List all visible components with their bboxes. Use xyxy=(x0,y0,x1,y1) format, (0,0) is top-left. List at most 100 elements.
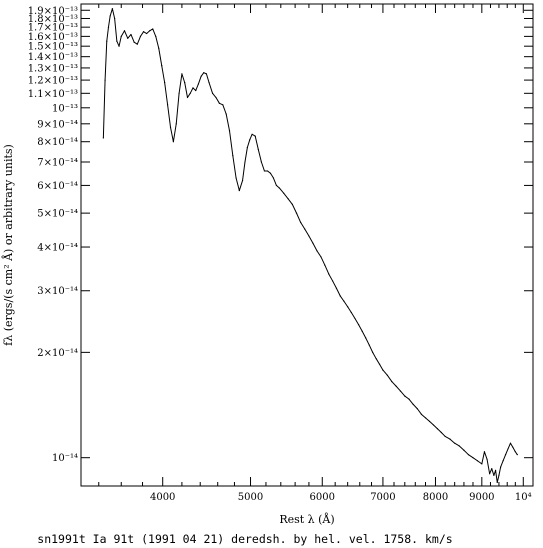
spectrum-point xyxy=(254,135,256,137)
spectrum-point xyxy=(507,448,509,450)
spectrum-point xyxy=(164,82,166,84)
spectrum-point xyxy=(158,47,160,49)
spectrum-point xyxy=(169,126,172,128)
spectrum-point xyxy=(514,451,516,453)
spectrum-point xyxy=(109,15,111,17)
spectrum-point xyxy=(225,113,227,115)
spectrum-point xyxy=(104,79,106,81)
spectrum-point xyxy=(146,32,148,35)
spectrum-point xyxy=(324,264,326,266)
spectrum-point xyxy=(283,192,285,194)
x-tick-label: 8000 xyxy=(423,492,448,503)
spectrum-point xyxy=(350,311,352,314)
spectrum-point xyxy=(116,40,118,42)
spectrum-point xyxy=(320,256,322,258)
spectrum-point xyxy=(203,72,205,74)
spectrum-point xyxy=(486,458,488,460)
spectrum-point xyxy=(184,82,186,84)
spectrum-point xyxy=(260,161,262,163)
spectrum-point xyxy=(498,474,500,476)
y-tick-label: 1.8×10⁻¹³ xyxy=(28,14,78,25)
spectrum-point xyxy=(493,474,495,476)
spectrum-point xyxy=(357,324,360,326)
spectrum-point xyxy=(251,133,253,135)
x-tick-label: 5000 xyxy=(238,492,263,503)
spectrum-point xyxy=(316,250,318,252)
y-tick-label: 8×10⁻¹⁴ xyxy=(37,137,78,148)
spectrum-point xyxy=(142,31,145,33)
y-axis-ticks: 1.9×10⁻¹³1.8×10⁻¹³1.7×10⁻¹³1.6×10⁻¹³1.5×… xyxy=(28,6,533,464)
y-tick-label: 7×10⁻¹⁴ xyxy=(37,157,78,168)
spectrum-point xyxy=(172,141,174,143)
spectrum-point xyxy=(404,395,406,397)
spectrum-point xyxy=(106,40,108,42)
y-tick-label: 1.9×10⁻¹³ xyxy=(28,6,78,17)
spectrum-point xyxy=(161,65,163,67)
spectrum-point xyxy=(395,385,397,387)
spectrum-point xyxy=(278,187,280,189)
spectrum-point xyxy=(476,460,479,462)
x-tick-label: 9000 xyxy=(469,492,494,503)
spectrum-point xyxy=(308,235,310,237)
spectrum-point xyxy=(444,435,446,438)
y-tick-label: 4×10⁻¹⁴ xyxy=(37,243,78,254)
spectrum-point xyxy=(228,130,231,132)
spectrum-point xyxy=(263,170,266,172)
y-tick-label: 1.1×10⁻¹³ xyxy=(28,89,78,100)
spectrum-point xyxy=(114,17,116,20)
spectrum-point xyxy=(375,357,377,360)
spectrum-point xyxy=(386,374,388,376)
spectrum-point xyxy=(195,89,197,92)
spectrum-point xyxy=(111,8,114,10)
plot-frame xyxy=(80,3,534,487)
spectrum-point xyxy=(139,35,142,37)
spectrum-point xyxy=(500,466,502,468)
spectrum-point xyxy=(181,73,183,75)
x-axis-label: Rest λ (Å) xyxy=(279,512,334,526)
spectrum-point xyxy=(192,87,194,89)
spectrum-point xyxy=(481,463,483,465)
spectrum-point xyxy=(420,413,423,415)
spectrum-point xyxy=(246,146,248,149)
spectrum-point xyxy=(458,445,460,447)
spectrum-point xyxy=(408,398,410,400)
spectrum-point xyxy=(332,280,334,282)
spectrum-point xyxy=(186,96,189,99)
y-tick-label: 10⁻¹³ xyxy=(52,103,78,114)
y-tick-label: 1.3×10⁻¹³ xyxy=(28,63,78,74)
spectrum-point xyxy=(266,170,269,172)
spectrum-point xyxy=(178,92,180,94)
spectrum-point xyxy=(218,102,221,104)
spectrum-point xyxy=(244,161,246,163)
spectrum-point xyxy=(238,189,240,192)
chart-caption: sn1991t Ia 91t (1991 04 21) deredsh. by … xyxy=(37,532,452,546)
spectrum-point xyxy=(432,424,435,426)
x-tick-label: 10⁴ xyxy=(515,492,532,503)
spectrum-point xyxy=(208,82,210,84)
spectrum-point xyxy=(291,203,293,205)
spectrum-point xyxy=(102,137,104,139)
spectrum-point xyxy=(494,469,497,471)
y-tick-label: 2×10⁻¹⁴ xyxy=(37,348,78,359)
spectrum-point xyxy=(120,35,122,37)
spectrum-point xyxy=(287,198,289,200)
spectrum-point xyxy=(449,438,451,440)
spectrum-point xyxy=(152,28,154,30)
spectrum-point xyxy=(107,26,110,28)
spectrum-point xyxy=(509,442,512,444)
spectrum-point xyxy=(295,212,298,214)
y-tick-label: 1.4×10⁻¹³ xyxy=(28,52,78,63)
spectrum-point xyxy=(232,155,234,157)
spectrum-point xyxy=(496,481,498,483)
spectrum-point xyxy=(205,73,208,75)
spectrum-point xyxy=(372,351,374,353)
spectrum-point xyxy=(502,460,504,462)
spectrum-point xyxy=(467,454,470,456)
spectrum-point xyxy=(118,45,120,47)
spectrum-point xyxy=(378,363,381,365)
spectrum-point xyxy=(361,330,363,332)
spectrum-point xyxy=(155,35,157,37)
y-tick-label: 5×10⁻¹⁴ xyxy=(37,209,78,220)
spectrum-point xyxy=(354,317,356,320)
